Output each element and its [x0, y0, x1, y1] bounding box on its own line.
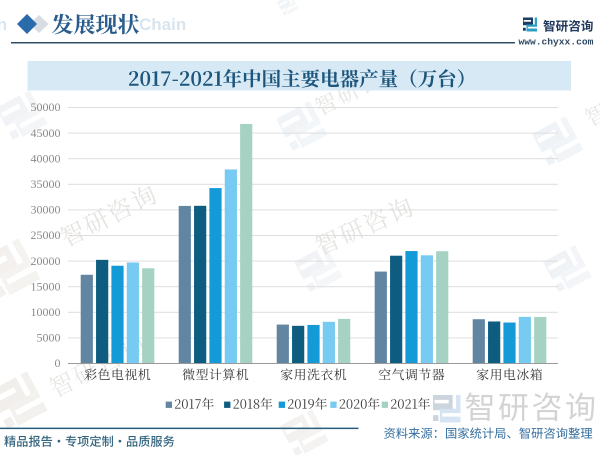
svg-text:Chain: Chain	[139, 15, 186, 34]
svg-text:10000: 10000	[31, 305, 61, 319]
svg-text:40000: 40000	[31, 151, 61, 165]
svg-text:50000: 50000	[31, 100, 61, 114]
svg-text:www.chyxx.com: www.chyxx.com	[519, 37, 594, 48]
svg-text:30000: 30000	[31, 203, 61, 217]
svg-text:20000: 20000	[31, 254, 61, 268]
svg-text:15000: 15000	[31, 279, 61, 293]
svg-text:0: 0	[55, 356, 61, 370]
svg-text:25000: 25000	[31, 228, 61, 242]
svg-text:5000: 5000	[37, 331, 61, 345]
svg-text:in: in	[0, 15, 7, 34]
svg-text:45000: 45000	[31, 126, 61, 140]
svg-text:35000: 35000	[31, 177, 61, 191]
